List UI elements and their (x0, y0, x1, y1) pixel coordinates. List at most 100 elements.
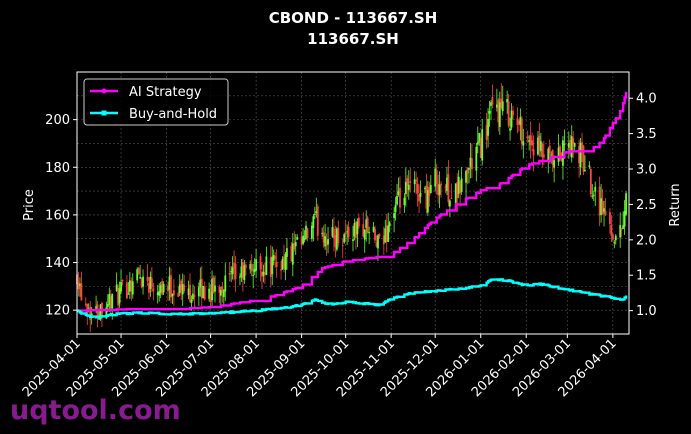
candle-body (240, 266, 243, 277)
candle-body (324, 236, 327, 247)
candle-body (327, 239, 329, 245)
candle-body (500, 98, 503, 109)
candle-body (481, 129, 484, 161)
candle-body (419, 193, 422, 197)
candle-body (507, 101, 510, 126)
candle-body (183, 284, 186, 291)
candle-body (396, 195, 398, 205)
candle-body (214, 285, 216, 292)
candle-body (553, 160, 556, 168)
candle-body (522, 141, 525, 146)
candle-body (435, 170, 438, 184)
candle-body (488, 111, 491, 114)
candle-body (180, 280, 183, 291)
candle-body (310, 225, 313, 239)
candle-body (581, 142, 583, 151)
candle-body (261, 271, 263, 277)
candle-body (385, 225, 388, 242)
candle-body (491, 97, 494, 105)
candle-body (604, 210, 607, 215)
candle-body (355, 222, 357, 239)
candle-body (497, 99, 500, 123)
legend-buy-and-hold-label: Buy-and-Hold (129, 107, 217, 122)
candle-body (262, 271, 265, 276)
candle-body (363, 229, 366, 240)
candle-body (509, 128, 511, 131)
candle-body (540, 141, 542, 152)
candle-body (128, 280, 131, 292)
candle-body (243, 265, 246, 281)
candle-body (619, 225, 622, 238)
candle-body (208, 288, 211, 299)
candle-body (526, 136, 529, 139)
candle-body (131, 281, 134, 295)
candle-body (468, 168, 470, 170)
candle-body (506, 99, 509, 103)
candle-body (209, 292, 212, 302)
candle-body (362, 224, 365, 237)
candle-body (372, 226, 375, 232)
candle-body (269, 257, 272, 278)
candle-body (280, 269, 282, 271)
candle-body (172, 290, 175, 296)
watermark-logo: uqtool.com (10, 395, 181, 426)
candle-body (316, 206, 319, 236)
y-right-tick-label: 3.0 (636, 163, 657, 178)
y-axis-label-right: Return (668, 183, 683, 226)
candle-body (582, 145, 585, 172)
candle-body (120, 281, 122, 292)
candle-body (197, 287, 200, 297)
candle-body (610, 225, 613, 236)
candle-body (250, 264, 253, 272)
candle-body (609, 212, 611, 225)
candle-body (377, 235, 379, 249)
candle-body (189, 284, 191, 302)
candle-body (228, 273, 231, 275)
candle-body (325, 240, 328, 246)
candle-body (447, 174, 450, 203)
candle-body (374, 228, 376, 241)
candle-body (538, 135, 541, 150)
candle-body (501, 101, 504, 112)
candle-body (77, 282, 80, 290)
y-right-tick-label: 4.0 (636, 92, 657, 107)
candle-body (592, 194, 595, 196)
candle-body (573, 143, 576, 147)
candle-body (620, 228, 623, 230)
candle-body (222, 290, 225, 297)
candle-body (600, 198, 603, 215)
candle-body (171, 293, 174, 297)
candle-body (368, 232, 371, 234)
y-axis-label-left: Price (22, 189, 37, 221)
candle-body (283, 256, 285, 268)
candle-body (275, 261, 278, 267)
candle-body (315, 211, 318, 214)
candle-body (187, 288, 190, 296)
candle-body (579, 142, 582, 168)
candle-body (429, 184, 432, 194)
candle-body (416, 183, 419, 194)
legend-ai-strategy-marker (101, 88, 107, 94)
candle-body (219, 290, 222, 296)
candle-body (578, 146, 580, 164)
candle-body (302, 235, 304, 244)
candle-body (478, 133, 481, 143)
candle-body (460, 178, 463, 192)
candle-body (469, 157, 472, 167)
candle-body (118, 288, 121, 304)
candle-body (428, 186, 431, 196)
candle-body (532, 149, 535, 156)
y-left-ticks: 120 140 160 180 200 (45, 113, 77, 319)
candle-body (108, 294, 111, 305)
candle-body (485, 124, 488, 140)
candle-body (569, 139, 572, 155)
candle-body (475, 146, 478, 171)
candle-body (218, 287, 221, 294)
candle-body (271, 256, 274, 275)
candle-body (347, 226, 350, 238)
candle-body (450, 197, 453, 199)
candle-body (404, 181, 407, 194)
candle-body (512, 110, 514, 116)
candle-body (584, 169, 586, 171)
candle-body (313, 213, 316, 215)
